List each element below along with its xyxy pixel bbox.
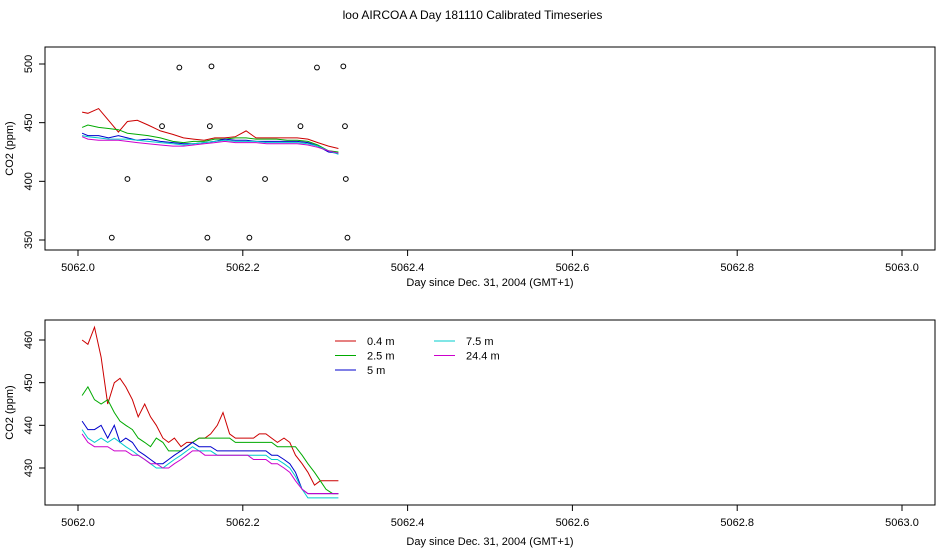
- p2-x-tick-label: 5062.2: [226, 517, 260, 529]
- p1-data-point: [342, 123, 348, 130]
- p1-data-point: [204, 234, 211, 241]
- p1-x-tick-label: 5062.0: [61, 262, 95, 274]
- p1-data-point: [176, 64, 183, 71]
- p2-series-line-24-4-m: [81, 433, 339, 495]
- p1-data-point: [208, 63, 215, 70]
- p1-y-tick-label: 450: [23, 113, 35, 131]
- p1-data-point: [124, 176, 131, 182]
- p1-x-tick-label: 5062.4: [391, 262, 425, 274]
- p1-x-tick-label: 5062.2: [226, 262, 260, 274]
- p1-data-point: [342, 176, 349, 182]
- p1-data-point: [314, 64, 320, 71]
- p1-x-tick-label: 5062.8: [720, 262, 754, 274]
- p1-y-tick-label: 400: [23, 172, 35, 190]
- p1-series-line-2-5-m: [81, 124, 339, 153]
- p2-x-tick-label: 5062.4: [391, 517, 425, 529]
- p2-legend-label: 24.4 m: [466, 351, 500, 363]
- p1-data-point: [159, 123, 165, 130]
- chart-main-title: loo AIRCOA A Day 181110 Calibrated Times…: [342, 8, 603, 22]
- p2-x-tick-label: 5063.0: [885, 517, 919, 529]
- p2-legend-label: 7.5 m: [466, 336, 494, 348]
- p2-legend-label: 0.4 m: [367, 336, 395, 348]
- p1-y-axis-label: CO2 (ppm): [4, 121, 16, 175]
- p1-series-line-24-4-m: [81, 136, 339, 154]
- p1-y-tick-label: 500: [23, 55, 35, 73]
- p2-x-tick-label: 5062.6: [556, 517, 590, 529]
- p1-x-axis-label: Day since Dec. 31, 2004 (GMT+1): [406, 277, 573, 289]
- p1-x-tick-label: 5063.0: [885, 262, 919, 274]
- p1-data-point: [262, 176, 268, 182]
- p2-y-tick-label: 440: [23, 416, 35, 434]
- p1-data-point: [246, 234, 253, 241]
- p1-data-point: [297, 123, 304, 130]
- p2-y-tick-label: 430: [23, 459, 35, 477]
- p2-y-tick-label: 450: [23, 373, 35, 391]
- p2-series-line-7-5-m: [81, 429, 339, 499]
- p1-data-point: [206, 176, 212, 182]
- p2-x-axis-label: Day since Dec. 31, 2004 (GMT+1): [406, 536, 573, 548]
- p1-x-tick-label: 5062.6: [556, 262, 590, 274]
- p1-data-point: [206, 123, 213, 130]
- p2-legend-label: 5 m: [367, 365, 385, 377]
- p1-plot-frame: [44, 46, 936, 251]
- p2-series-line-0-4-m: [81, 325, 339, 486]
- p2-x-tick-label: 5062.0: [61, 517, 95, 529]
- p1-data-point: [344, 234, 351, 241]
- p1-series-line-7-5-m: [82, 135, 339, 155]
- p1-data-point: [108, 234, 115, 241]
- p2-legend-label: 2.5 m: [367, 351, 395, 363]
- p2-series-line-5-m: [81, 420, 339, 495]
- p2-y-axis-label: CO2 (ppm): [4, 385, 16, 439]
- p2-series-line-2-5-m: [81, 385, 339, 495]
- p2-x-tick-label: 5062.8: [720, 517, 754, 529]
- p2-y-tick-label: 460: [23, 331, 35, 349]
- p1-data-point: [340, 63, 347, 70]
- p1-y-tick-label: 350: [23, 231, 35, 249]
